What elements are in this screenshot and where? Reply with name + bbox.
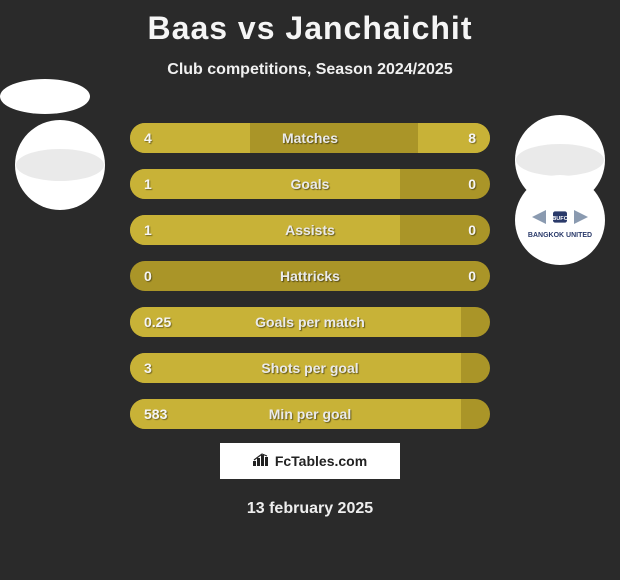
chart-icon — [253, 452, 271, 471]
stat-value-left: 1 — [144, 222, 152, 238]
stat-value-left: 1 — [144, 176, 152, 192]
wings-icon: BUFC — [525, 202, 595, 232]
stat-value-left: 4 — [144, 130, 152, 146]
stat-row: 1 Assists 0 — [130, 215, 490, 245]
badge-ellipse-icon — [516, 144, 604, 176]
date-text: 13 february 2025 — [247, 500, 373, 518]
stat-label: Min per goal — [269, 406, 351, 422]
stat-row: 1 Goals 0 — [130, 169, 490, 199]
stat-value-left: 0 — [144, 268, 152, 284]
bar-fill-left — [130, 169, 400, 199]
stats-bars: 4 Matches 8 1 Goals 0 1 Assists 0 0 Hattricks 0 0.25… — [130, 123, 490, 445]
brand-text: FcTables.com — [275, 453, 367, 469]
stat-value-right: 8 — [468, 130, 476, 146]
stat-label: Goals per match — [255, 314, 365, 330]
svg-text:BUFC: BUFC — [552, 215, 568, 221]
stat-value-left: 0.25 — [144, 314, 171, 330]
stat-value-right: 0 — [468, 176, 476, 192]
player-left-badge-shadow — [0, 79, 90, 114]
stat-label: Matches — [282, 130, 338, 146]
stat-row: 3 Shots per goal — [130, 353, 490, 383]
stat-value-right: 0 — [468, 222, 476, 238]
player-left-badge — [15, 120, 105, 210]
stat-value-left: 583 — [144, 406, 167, 422]
stat-row: 0 Hattricks 0 — [130, 261, 490, 291]
club-logo-icon: BUFC BANGKOK UNITED — [525, 202, 595, 239]
stat-row: 583 Min per goal — [130, 399, 490, 429]
stat-value-left: 3 — [144, 360, 152, 376]
badge-ellipse-icon — [16, 149, 104, 181]
player-right-club-badge: BUFC BANGKOK UNITED — [515, 175, 605, 265]
stat-value-right: 0 — [468, 268, 476, 284]
club-name-text: BANGKOK UNITED — [528, 232, 592, 239]
page-title: Baas vs Janchaichit — [0, 0, 620, 47]
brand-logo[interactable]: FcTables.com — [220, 443, 400, 479]
stat-row: 0.25 Goals per match — [130, 307, 490, 337]
stat-label: Goals — [291, 176, 330, 192]
bar-fill-left — [130, 215, 400, 245]
bar-fill-right — [418, 123, 490, 153]
stat-row: 4 Matches 8 — [130, 123, 490, 153]
stat-label: Shots per goal — [261, 360, 358, 376]
stat-label: Assists — [285, 222, 335, 238]
stat-label: Hattricks — [280, 268, 340, 284]
subtitle: Club competitions, Season 2024/2025 — [0, 61, 620, 79]
